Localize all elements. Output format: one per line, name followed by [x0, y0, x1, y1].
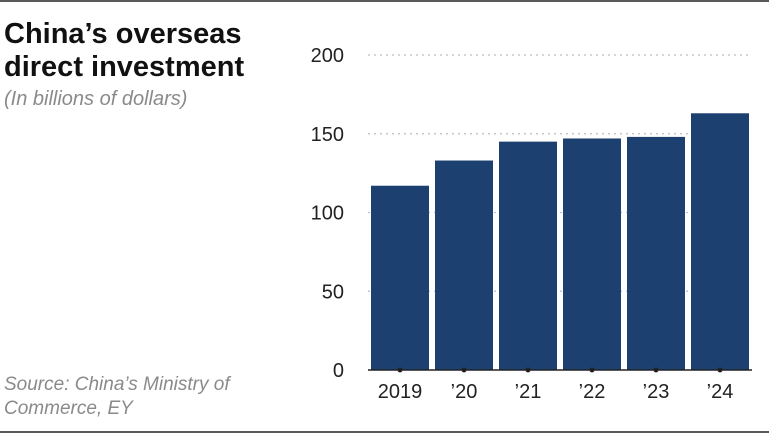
bar: [627, 136, 685, 370]
x-tick-label: ’22: [579, 381, 606, 403]
bar: [435, 160, 493, 370]
x-tick-mark: [397, 367, 403, 373]
y-tick-label: 150: [311, 124, 344, 146]
top-rule: [0, 0, 769, 2]
x-tick-mark: [589, 367, 595, 373]
bar: [499, 141, 557, 370]
y-tick-label: 0: [333, 360, 344, 382]
y-tick-label: 50: [322, 281, 344, 303]
bottom-rule: [0, 431, 769, 433]
x-tick-label: ’20: [451, 381, 478, 403]
x-tick-mark: [653, 367, 659, 373]
bar: [691, 113, 749, 371]
chart-subtitle: (In billions of dollars): [4, 88, 188, 110]
x-tick-label: ’23: [643, 381, 670, 403]
bar: [563, 138, 621, 370]
source-note: Source: China’s Ministry of Commerce, EY: [4, 374, 230, 419]
y-tick-label: 200: [311, 45, 344, 67]
x-tick-mark: [525, 367, 531, 373]
x-tick-label: ’21: [515, 381, 542, 403]
x-tick-label: ’24: [707, 381, 734, 403]
y-tick-label: 100: [311, 203, 344, 225]
x-tick-label: 2019: [378, 381, 423, 403]
chart-title: China’s overseas direct investment: [4, 18, 245, 83]
bar: [371, 185, 429, 370]
x-tick-mark: [717, 367, 723, 373]
x-tick-mark: [461, 367, 467, 373]
